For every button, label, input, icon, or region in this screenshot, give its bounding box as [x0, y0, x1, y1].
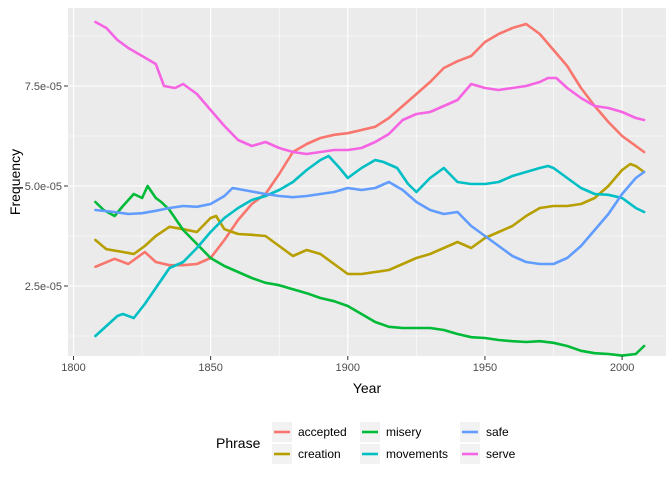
series-line-creation [94, 162, 646, 276]
x-tick-label: 1900 [336, 362, 360, 374]
legend-label-safe: safe [486, 425, 509, 439]
x-tick-label: 1800 [61, 362, 85, 374]
major-gridlines [68, 8, 666, 356]
series-line-accepted [94, 22, 646, 269]
plot-panel [68, 8, 666, 356]
y-tick-label: 2.5e-05 [25, 281, 62, 293]
y-axis-title: Frequency [7, 149, 23, 215]
series-line-safe [94, 170, 646, 266]
series-line-movements [94, 154, 646, 338]
series-line-misery [94, 184, 646, 357]
x-tick-label: 2000 [610, 362, 634, 374]
x-axis: 1800 1850 1900 1950 2000 [61, 356, 634, 374]
legend: Phrase accepted creation misery movements sa… [216, 422, 516, 464]
y-axis: 2.5e-05 5.0e-05 7.5e-05 [25, 81, 68, 293]
series-lines [94, 20, 646, 357]
minor-gridlines [68, 8, 666, 356]
x-tick-label: 1950 [473, 362, 497, 374]
legend-title: Phrase [216, 435, 261, 451]
legend-label-creation: creation [298, 447, 341, 461]
x-axis-title: Year [353, 380, 382, 396]
series-line-serve [94, 20, 646, 156]
legend-label-misery: misery [386, 425, 421, 439]
x-tick-label: 1850 [198, 362, 222, 374]
y-tick-label: 7.5e-05 [25, 81, 62, 93]
legend-label-accepted: accepted [298, 425, 347, 439]
legend-label-serve: serve [486, 447, 516, 461]
y-tick-label: 5.0e-05 [25, 181, 62, 193]
legend-label-movements: movements [386, 447, 448, 461]
